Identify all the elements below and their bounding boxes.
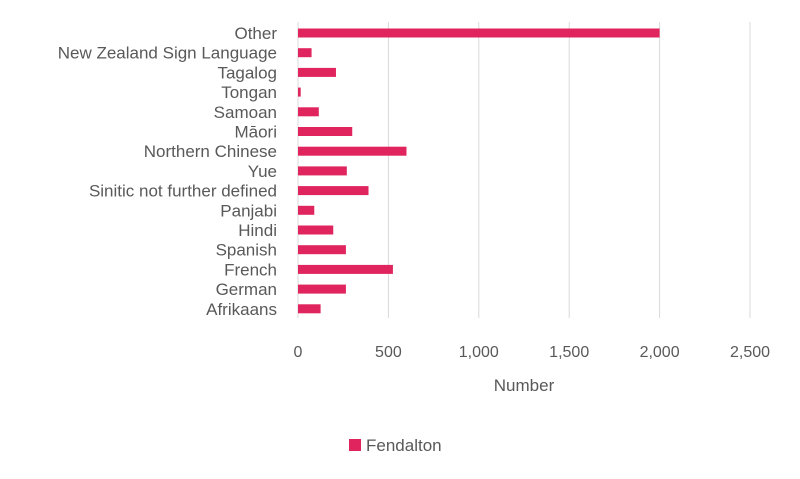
category-label-9: Panjabi (220, 201, 277, 220)
category-label-1: New Zealand Sign Language (58, 44, 277, 63)
bar-10 (298, 225, 334, 235)
bar-4 (298, 107, 319, 117)
category-label-5: Māori (234, 123, 277, 142)
bar-9 (298, 205, 315, 215)
bars (298, 28, 660, 314)
bar-14 (298, 304, 321, 314)
x-tick-label-4: 2,000 (640, 344, 680, 361)
category-label-4: Samoan (214, 103, 277, 122)
legend-swatch (349, 439, 361, 451)
bar-8 (298, 186, 369, 196)
x-axis-title: Number (494, 376, 555, 395)
bar-12 (298, 264, 393, 274)
bar-11 (298, 245, 346, 255)
category-label-10: Hindi (238, 221, 277, 240)
category-label-13: German (216, 280, 277, 299)
bar-13 (298, 284, 346, 294)
x-tick-label-3: 1,500 (549, 344, 589, 361)
category-label-6: Northern Chinese (144, 142, 277, 161)
bar-6 (298, 146, 407, 156)
category-label-0: Other (234, 24, 277, 43)
legend: Fendalton (349, 436, 442, 455)
x-tick-label-0: 0 (294, 344, 303, 361)
bar-1 (298, 48, 312, 58)
x-tick-label-5: 2,500 (730, 344, 770, 361)
category-label-2: Tagalog (217, 63, 277, 82)
bar-2 (298, 67, 336, 77)
legend-label: Fendalton (366, 436, 442, 455)
category-label-3: Tongan (221, 83, 277, 102)
bar-0 (298, 28, 660, 38)
x-tick-labels: 0 500 1,000 1,500 2,000 2,500 (294, 344, 771, 361)
x-tick-label-2: 1,000 (459, 344, 499, 361)
bar-5 (298, 127, 353, 136)
bar-3 (298, 87, 301, 97)
x-tick-label-1: 500 (375, 344, 402, 361)
category-label-14: Afrikaans (206, 300, 277, 319)
category-label-11: Spanish (216, 241, 277, 260)
category-label-7: Yue (248, 162, 277, 181)
bar-7 (298, 166, 347, 176)
category-label-8: Sinitic not further defined (89, 182, 277, 201)
category-label-12: French (224, 260, 277, 279)
